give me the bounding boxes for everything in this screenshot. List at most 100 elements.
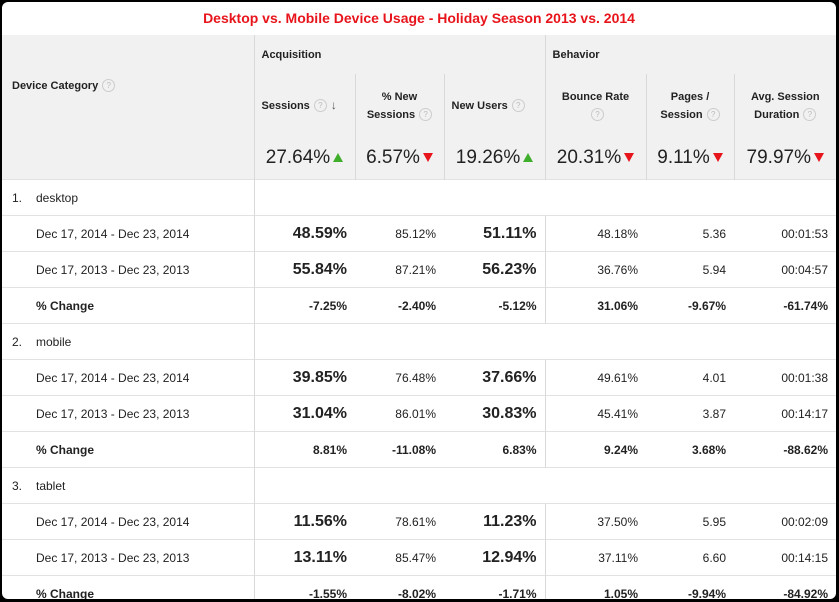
metric-cell: 5.36 bbox=[646, 215, 735, 252]
metric-cell: -9.94% bbox=[646, 575, 735, 599]
metric-cell: -84.92% bbox=[734, 575, 836, 599]
help-icon[interactable]: ? bbox=[102, 79, 116, 93]
metric-cell: 76.48% bbox=[355, 359, 444, 396]
trend-down-icon bbox=[712, 153, 723, 163]
date-range-row: Dec 17, 2013 - Dec 23, 2013 31.04% 86.01% 3… bbox=[2, 395, 836, 432]
summary-cell: 9.11% bbox=[645, 137, 735, 180]
trend-up-icon bbox=[523, 153, 534, 163]
metric-cell: 6.60 bbox=[646, 539, 735, 576]
help-icon[interactable]: ? bbox=[313, 98, 327, 112]
metric-cell: 36.76% bbox=[544, 251, 647, 288]
help-icon[interactable]: ? bbox=[419, 108, 433, 122]
help-icon[interactable]: ? bbox=[706, 108, 720, 122]
trend-down-icon bbox=[624, 153, 635, 163]
device-category-label: Device Category bbox=[12, 80, 99, 92]
summary-row: 27.64% 6.57% 19.26% 20.31% 9.11% 79.97% bbox=[2, 137, 836, 180]
metric-cell: 00:01:38 bbox=[734, 359, 836, 396]
empty-cell bbox=[355, 323, 836, 360]
help-icon[interactable]: ? bbox=[803, 108, 817, 122]
date-range-label: Dec 17, 2014 - Dec 23, 2014 bbox=[2, 359, 254, 396]
device-name: mobile bbox=[36, 334, 72, 349]
metric-cell: 3.87 bbox=[646, 395, 735, 432]
help-icon[interactable]: ? bbox=[511, 98, 525, 112]
date-range-label: Dec 17, 2014 - Dec 23, 2014 bbox=[2, 215, 254, 252]
pct-new-sessions-header-line1: % New bbox=[381, 90, 418, 103]
trend-down-icon bbox=[814, 153, 824, 163]
metric-cell: 49.61% bbox=[544, 359, 647, 396]
metric-cell: 11.23% bbox=[444, 503, 546, 540]
metric-cell: 00:01:53 bbox=[734, 215, 836, 252]
device-usage-table: Device Category? Acquisition Behavior Se… bbox=[2, 35, 836, 599]
percent-change-row: % Change -1.55% -8.02% -1.71% 1.05% -9.94% -84… bbox=[2, 575, 836, 599]
metric-cell: -7.25% bbox=[253, 287, 355, 324]
metric-cell: 85.12% bbox=[355, 215, 444, 252]
metric-cell: 12.94% bbox=[444, 539, 546, 576]
metric-cell: 00:02:09 bbox=[734, 503, 836, 540]
metric-cell: -5.12% bbox=[444, 287, 546, 324]
sort-descending-icon[interactable]: ↓ bbox=[330, 97, 337, 112]
summary-value: 9.11% bbox=[657, 147, 710, 168]
device-name-cell[interactable]: 1. desktop bbox=[2, 179, 254, 216]
summary-cell: 79.97% bbox=[733, 137, 836, 180]
sessions-column-header[interactable]: Sessions? ↓ bbox=[253, 74, 355, 137]
summary-value: 79.97% bbox=[746, 147, 811, 168]
date-range-row: Dec 17, 2013 - Dec 23, 2013 55.84% 87.21% 5… bbox=[2, 251, 836, 288]
device-name-cell[interactable]: 3. tablet bbox=[2, 467, 254, 504]
avg-session-header-line2: Duration bbox=[754, 108, 800, 121]
pct-new-sessions-column-header[interactable]: % New Sessions? bbox=[354, 74, 444, 137]
metric-cell: 11.56% bbox=[253, 503, 355, 540]
avg-session-duration-column-header[interactable]: Avg. Session Duration? bbox=[733, 74, 836, 137]
summary-cell: 19.26% bbox=[443, 137, 546, 180]
percent-change-label: % Change bbox=[2, 431, 254, 468]
metric-cell: 00:14:17 bbox=[734, 395, 836, 432]
metric-cell: -1.55% bbox=[253, 575, 355, 599]
summary-label-cell bbox=[2, 137, 254, 180]
date-range-label: Dec 17, 2013 - Dec 23, 2013 bbox=[2, 251, 254, 288]
metric-cell: 86.01% bbox=[355, 395, 444, 432]
metric-cell: -9.67% bbox=[646, 287, 735, 324]
device-row-desktop[interactable]: 1. desktop bbox=[2, 179, 836, 216]
acquisition-group-header: Acquisition bbox=[253, 35, 546, 74]
sessions-header-label: Sessions bbox=[261, 99, 310, 112]
percent-change-label: % Change bbox=[2, 575, 254, 599]
pages-session-header-line1: Pages / bbox=[670, 90, 710, 103]
percent-change-row: % Change 8.81% -11.08% 6.83% 9.24% 3.68% -88.6… bbox=[2, 431, 836, 468]
metric-cell: 4.01 bbox=[646, 359, 735, 396]
device-name: tablet bbox=[36, 478, 66, 493]
device-row-tablet[interactable]: 3. tablet bbox=[2, 467, 836, 504]
metric-cell: 45.41% bbox=[544, 395, 647, 432]
summary-cell: 6.57% bbox=[354, 137, 444, 180]
metric-cell: 8.81% bbox=[253, 431, 355, 468]
metric-cell: -88.62% bbox=[734, 431, 836, 468]
metric-cell: 55.84% bbox=[253, 251, 355, 288]
empty-cell bbox=[253, 467, 355, 504]
percent-change-row: % Change -7.25% -2.40% -5.12% 31.06% -9.67% -6… bbox=[2, 287, 836, 324]
bounce-rate-column-header[interactable]: Bounce Rate ? bbox=[544, 74, 647, 137]
trend-down-icon bbox=[422, 153, 433, 163]
summary-value: 19.26% bbox=[455, 147, 521, 168]
metric-cell: -11.08% bbox=[355, 431, 444, 468]
metric-cell: 48.18% bbox=[544, 215, 647, 252]
pages-session-column-header[interactable]: Pages / Session? bbox=[645, 74, 735, 137]
summary-cell: 27.64% bbox=[253, 137, 355, 180]
metric-cell: -61.74% bbox=[734, 287, 836, 324]
percent-change-label: % Change bbox=[2, 287, 254, 324]
device-row-mobile[interactable]: 2. mobile bbox=[2, 323, 836, 360]
empty-cell bbox=[253, 179, 355, 216]
pct-new-sessions-header-line2: Sessions bbox=[366, 108, 416, 121]
summary-value: 6.57% bbox=[366, 147, 420, 168]
metric-cell: 51.11% bbox=[444, 215, 546, 252]
metric-cell: 85.47% bbox=[355, 539, 444, 576]
new-users-column-header[interactable]: New Users? bbox=[443, 74, 546, 137]
date-range-row: Dec 17, 2013 - Dec 23, 2013 13.11% 85.47% 1… bbox=[2, 539, 836, 576]
pages-session-header-line2: Session bbox=[660, 108, 703, 121]
metric-cell: 1.05% bbox=[544, 575, 647, 599]
device-index: 1. bbox=[12, 190, 23, 205]
metric-cell: 56.23% bbox=[444, 251, 546, 288]
metric-cell: 13.11% bbox=[253, 539, 355, 576]
help-icon[interactable]: ? bbox=[591, 108, 605, 122]
metric-cell: 00:04:57 bbox=[734, 251, 836, 288]
device-category-header[interactable]: Device Category? bbox=[2, 35, 254, 137]
device-name-cell[interactable]: 2. mobile bbox=[2, 323, 254, 360]
summary-value: 20.31% bbox=[556, 147, 622, 168]
